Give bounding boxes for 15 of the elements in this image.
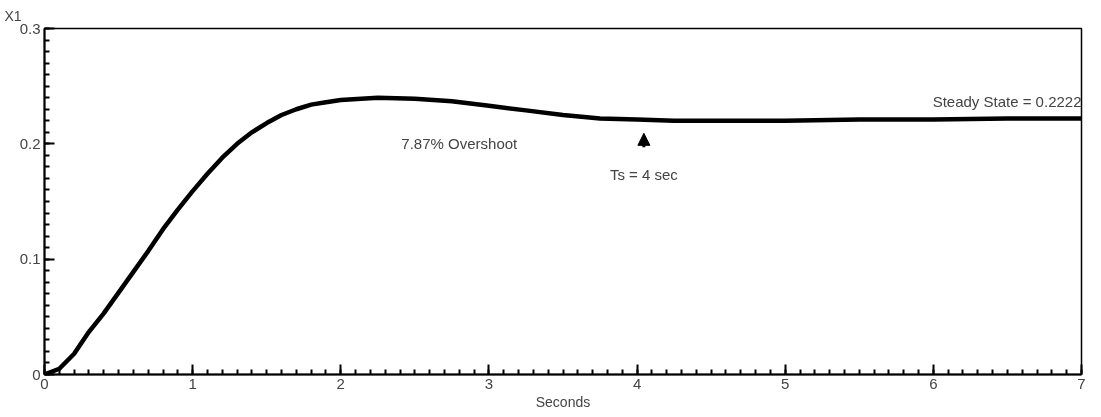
x-tick-label: 7 bbox=[1077, 374, 1086, 392]
x-axis-title: Seconds bbox=[535, 393, 591, 410]
y-axis-title: X1 bbox=[4, 7, 22, 24]
y-tick-label: 0.1 bbox=[19, 250, 41, 268]
annotation: Steady State = 0.2222 bbox=[932, 93, 1082, 111]
annotation: 7.87% Overshoot bbox=[401, 135, 519, 153]
y-tick-label: 0.2 bbox=[19, 134, 41, 152]
x-tick-label: 4 bbox=[632, 374, 642, 392]
annotation: Ts = 4 sec bbox=[609, 165, 679, 183]
x-tick-label: 6 bbox=[929, 374, 938, 392]
x-tick-label: 2 bbox=[336, 374, 345, 392]
x-tick-label: 5 bbox=[781, 374, 790, 392]
x-tick-label: 3 bbox=[484, 374, 494, 392]
x-tick-label: 1 bbox=[188, 374, 197, 392]
y-tick-label: 0.3 bbox=[19, 19, 41, 37]
